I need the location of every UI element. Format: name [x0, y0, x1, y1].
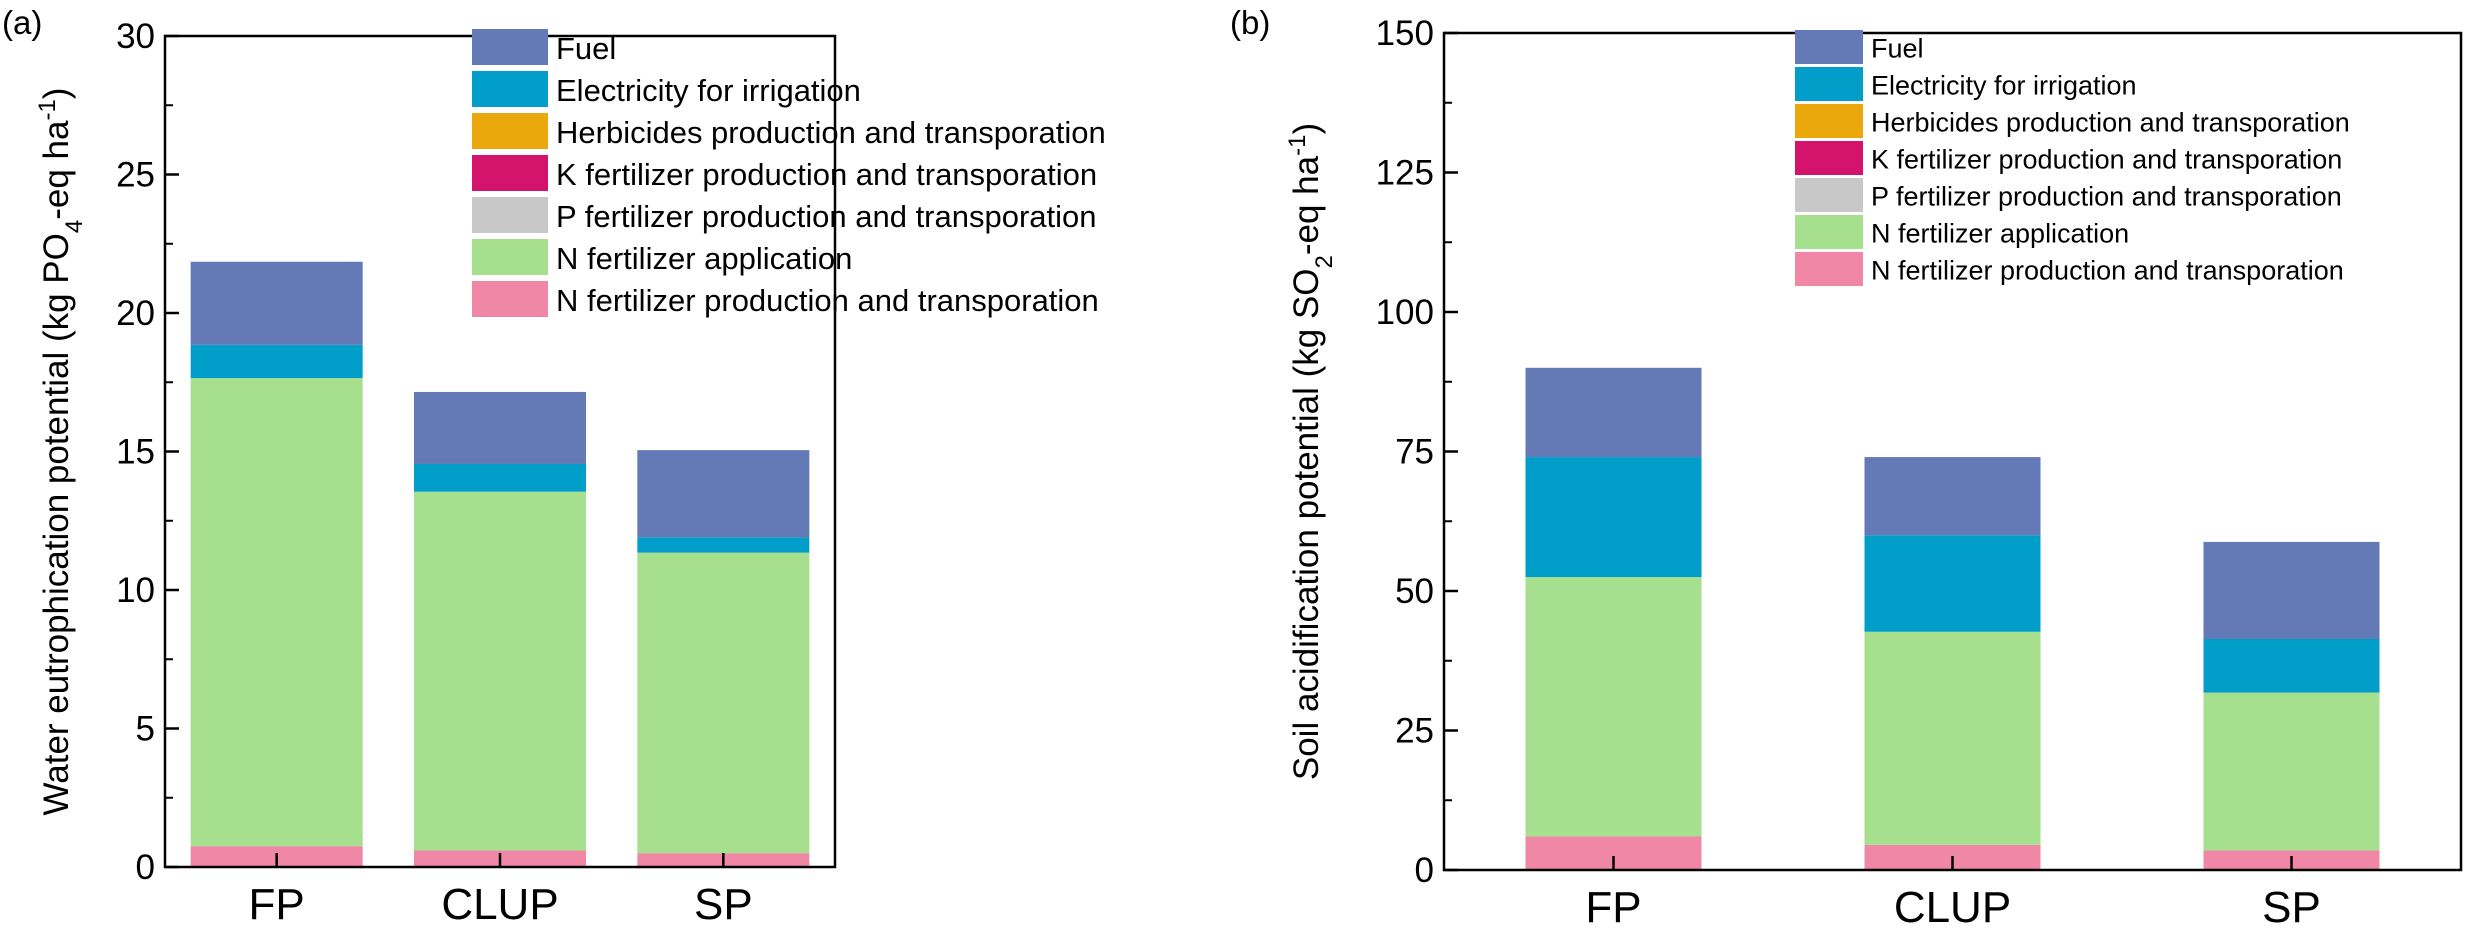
- legend-swatch: [472, 71, 548, 107]
- legend-label: Electricity for irrigation: [556, 73, 861, 108]
- legend-swatch: [1795, 178, 1863, 212]
- legend-swatch: [1795, 252, 1863, 286]
- y-tick-label: 150: [1376, 14, 1434, 53]
- legend-label: P fertilizer production and transporatio…: [1871, 181, 2342, 211]
- y-axis-label-text: ): [1287, 123, 1326, 135]
- bar-segment: [2203, 638, 2380, 693]
- y-axis-label-text: ): [37, 88, 76, 100]
- legend-label: N fertilizer application: [1871, 218, 2129, 248]
- y-tick-label: 50: [1395, 572, 1434, 611]
- bar-segment: [190, 378, 363, 847]
- x-tick-label: FP: [1585, 883, 1641, 932]
- bar-segment: [1525, 367, 1702, 458]
- legend-swatch: [1795, 30, 1863, 64]
- bar-segment: [1864, 457, 2041, 536]
- y-tick-label: 0: [1415, 851, 1434, 890]
- x-tick-label: SP: [2262, 883, 2321, 932]
- bar-segment: [637, 537, 810, 553]
- bar-segment: [1864, 535, 2041, 632]
- y-tick-label: 10: [116, 571, 155, 610]
- legend-swatch: [1795, 141, 1863, 175]
- bar-segment: [414, 463, 586, 492]
- legend-swatch: [1795, 104, 1863, 138]
- y-tick-label: 125: [1376, 154, 1434, 193]
- y-tick-label: 0: [136, 848, 155, 887]
- plot-frame: [1442, 31, 2463, 872]
- y-tick-label: 20: [116, 294, 155, 333]
- legend-label: K fertilizer production and transporatio…: [1871, 144, 2342, 174]
- y-axis-label-text: Water eutrophication potential (kg PO: [37, 233, 76, 815]
- legend-label: K fertilizer production and transporatio…: [556, 157, 1097, 192]
- y-axis-label-subscript: 4: [61, 220, 88, 233]
- bar-segment: [1864, 631, 2041, 845]
- legend-label: Electricity for irrigation: [1871, 70, 2137, 100]
- legend-swatch: [472, 113, 548, 149]
- legend-swatch: [472, 29, 548, 65]
- legend-swatch: [472, 281, 548, 317]
- legend-swatch: [1795, 215, 1863, 249]
- y-tick-label: 25: [1395, 712, 1434, 751]
- legend-swatch: [472, 197, 548, 233]
- legend-label: Herbicides production and transporation: [1871, 107, 2350, 137]
- bar-segment: [1525, 457, 1702, 578]
- bar-segment: [637, 450, 810, 538]
- x-tick-label: SP: [694, 880, 753, 929]
- y-tick-label: 25: [116, 156, 155, 195]
- y-axis-label: Soil acidification potential (kg SO2-eq …: [1284, 123, 1338, 780]
- y-axis-label-text: Soil acidification potential (kg SO: [1287, 268, 1326, 780]
- bar-segment: [414, 391, 586, 464]
- legend-swatch: [472, 239, 548, 275]
- legend-label: P fertilizer production and transporatio…: [556, 199, 1097, 234]
- x-tick-label: CLUP: [1894, 883, 2011, 932]
- legend-swatch: [472, 155, 548, 191]
- bar-segment: [190, 344, 363, 379]
- legend: Fuel Electricity for irrigation Herbicides…: [1795, 30, 2350, 286]
- bar-segment: [637, 552, 810, 854]
- y-axis-label-text: -eq ha: [1287, 155, 1326, 255]
- legend-label: N fertilizer application: [556, 241, 852, 276]
- legend-label: N fertilizer production and transporatio…: [556, 283, 1099, 318]
- panel-label: (a): [2, 4, 42, 41]
- bar-segment: [190, 261, 363, 345]
- x-tick-label: FP: [249, 880, 305, 929]
- bars: [1525, 367, 2380, 870]
- y-tick-label: 75: [1395, 433, 1434, 472]
- y-tick-label: 30: [116, 17, 155, 56]
- legend-label: Fuel: [556, 31, 616, 66]
- y-axis-label-text: -eq ha: [37, 120, 76, 220]
- bar-segment: [414, 491, 586, 851]
- legend-label: Fuel: [1871, 33, 1924, 63]
- x-tick-label: CLUP: [441, 880, 558, 929]
- bar-segment: [2203, 541, 2380, 639]
- y-tick-label: 15: [116, 433, 155, 472]
- chart-panel-a: FP CLUP SP 0 5 10 15 20 25 30 (a) Water eutrophicat…: [2, 4, 1106, 929]
- y-axis-label-superscript: -1: [34, 99, 61, 120]
- y-axis-label-subscript: 2: [1311, 255, 1338, 268]
- y-axis-label: Water eutrophication potential (kg PO4-e…: [34, 88, 88, 816]
- legend-label: Herbicides production and transporation: [556, 115, 1106, 150]
- legend: Fuel Electricity for irrigation Herbicides…: [472, 29, 1106, 318]
- bars: [190, 261, 810, 867]
- legend-label: N fertilizer production and transporatio…: [1871, 255, 2344, 285]
- y-tick-label: 5: [136, 710, 155, 749]
- y-axis-label-superscript: -1: [1284, 135, 1311, 156]
- legend-swatch: [1795, 67, 1863, 101]
- y-tick-label: 100: [1376, 293, 1434, 332]
- bar-segment: [1525, 577, 1702, 837]
- panel-label: (b): [1230, 4, 1270, 41]
- chart-panel-b: FP CLUP SP 0 25 50 75 100 125 150 (b) Soil acidific…: [1230, 4, 2463, 932]
- bar-segment: [2203, 692, 2380, 851]
